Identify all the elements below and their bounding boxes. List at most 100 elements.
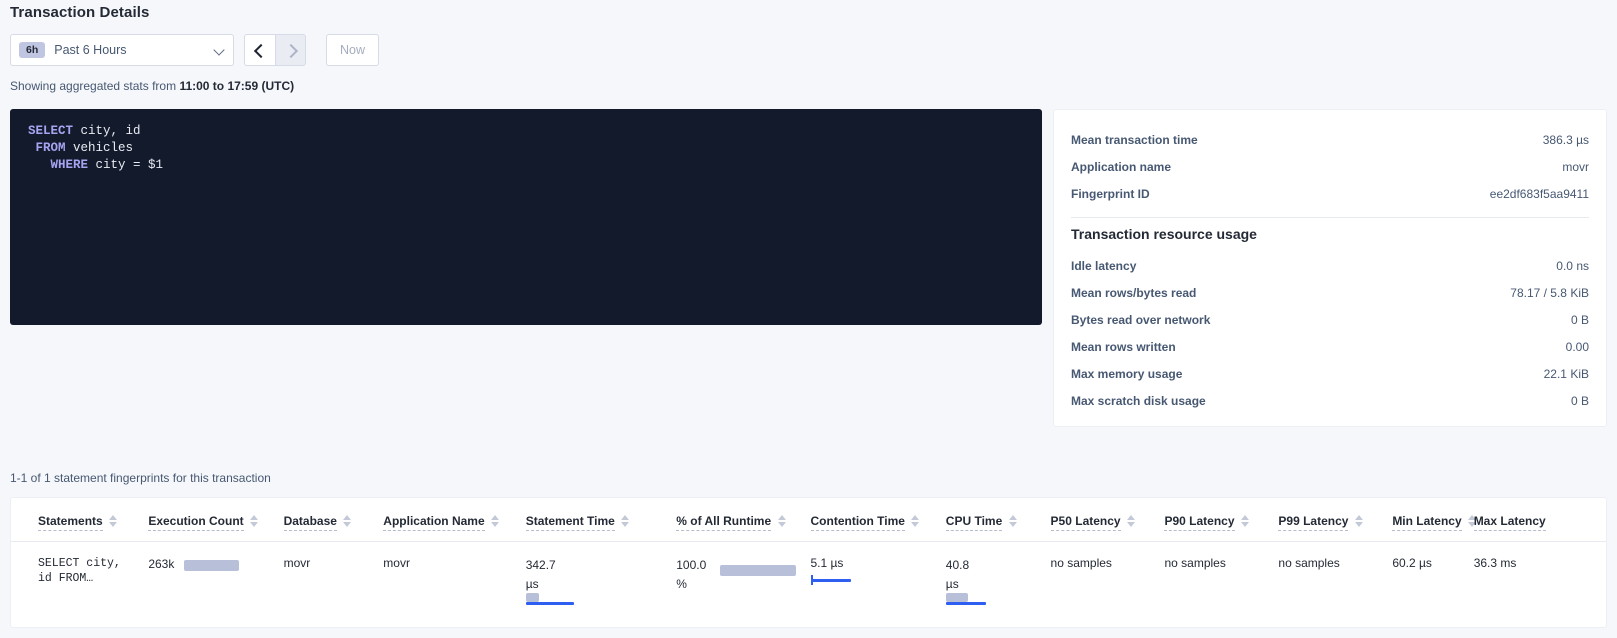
column-header-statement-time[interactable]: Statement Time — [525, 498, 677, 542]
sql-line-1-rest: city, id — [73, 124, 141, 138]
cell-p50-latency: no samples — [1050, 556, 1112, 570]
resource-usage-heading: Transaction resource usage — [1071, 226, 1257, 242]
column-label: Contention Time — [810, 514, 905, 531]
column-header-pct-of-all-runtime[interactable]: % of All Runtime — [676, 498, 811, 542]
sort-icon[interactable] — [109, 515, 118, 527]
cell-p90-latency: no samples — [1164, 556, 1226, 570]
column-label: Statement Time — [525, 514, 615, 531]
statement-link[interactable]: SELECT city, id FROM… — [38, 557, 121, 585]
cell-max-latency: 36.3 ms — [1473, 556, 1517, 570]
stat-value: 0.0 ns — [1556, 258, 1589, 273]
sort-icon[interactable] — [1241, 515, 1250, 527]
column-label: Statements — [38, 514, 103, 531]
sort-icon[interactable] — [911, 515, 920, 527]
column-label: P99 Latency — [1278, 514, 1349, 531]
cell-contention-time: 5.1 µs — [810, 542, 946, 611]
cell-cpu-time: 40.8 µs — [945, 542, 1051, 611]
sql-line-2-rest: vehicles — [65, 141, 134, 155]
cell-min-latency: 60.2 µs — [1392, 556, 1432, 570]
column-header-execution-count[interactable]: Execution Count — [148, 498, 284, 542]
cell-execution-count: 263k — [148, 542, 283, 611]
page-title: Transaction Details — [10, 4, 150, 21]
column-header-application-name[interactable]: Application Name — [383, 498, 526, 542]
contention-time-value: 5.1 µs — [810, 556, 844, 570]
column-label: P50 Latency — [1050, 514, 1121, 531]
cpu-time-bar — [945, 602, 986, 605]
pct-of-all-runtime-bar — [720, 565, 797, 576]
cell-database: movr — [283, 556, 311, 570]
column-label: Database — [283, 514, 337, 531]
column-header-contention-time[interactable]: Contention Time — [810, 498, 946, 542]
stat-value: 78.17 / 5.8 KiB — [1510, 285, 1589, 300]
statements-table: Statements Execution Count Database — [11, 498, 1606, 610]
pct-of-all-runtime-value: 100.0 % — [676, 558, 707, 591]
previous-period-button[interactable] — [244, 34, 275, 66]
time-range-badge: 6h — [19, 41, 46, 59]
stat-label: Mean transaction time — [1071, 132, 1198, 147]
sort-icon[interactable] — [621, 515, 630, 527]
primary-stats-list: Mean transaction time 386.3 µs Applicati… — [1071, 126, 1589, 207]
column-header-database[interactable]: Database — [283, 498, 384, 542]
sql-keyword-from: FROM — [35, 141, 66, 155]
stat-value: 386.3 µs — [1542, 132, 1589, 147]
sql-line-3-rest: city = $1 — [88, 158, 164, 172]
stat-row: Max scratch disk usage 0 B — [1071, 387, 1589, 414]
column-header-p50-latency[interactable]: P50 Latency — [1050, 498, 1165, 542]
table-header-row: Statements Execution Count Database — [11, 498, 1606, 542]
sort-icon[interactable] — [343, 515, 352, 527]
stat-label: Mean rows/bytes read — [1071, 285, 1197, 300]
stats-divider — [1071, 217, 1589, 218]
now-button[interactable]: Now — [326, 34, 380, 66]
chevron-left-icon — [256, 46, 265, 55]
cpu-time-value: 40.8 µs — [945, 558, 970, 591]
cell-application-name: movr — [383, 556, 410, 570]
column-label: Application Name — [383, 514, 485, 531]
column-header-max-latency[interactable]: Max Latency — [1473, 498, 1606, 542]
stat-value: movr — [1562, 159, 1589, 174]
sort-icon[interactable] — [1354, 515, 1363, 527]
cell-statement[interactable]: SELECT city, id FROM… — [11, 542, 148, 611]
column-header-statements[interactable]: Statements — [11, 498, 149, 542]
statements-table-card: Statements Execution Count Database — [10, 497, 1607, 628]
aggregation-range-text: Showing aggregated stats from 11:00 to 1… — [10, 79, 294, 93]
stat-row: Idle latency 0.0 ns — [1071, 252, 1589, 279]
stat-value: ee2df683f5aa9411 — [1489, 186, 1589, 201]
column-label: % of All Runtime — [676, 514, 772, 531]
transaction-stats-card: Mean transaction time 386.3 µs Applicati… — [1053, 109, 1607, 427]
column-header-cpu-time[interactable]: CPU Time — [945, 498, 1051, 542]
aggregation-range-prefix: Showing aggregated stats from — [10, 79, 180, 93]
time-nav-group — [244, 34, 306, 66]
cell-pct-of-all-runtime: 100.0 % — [676, 542, 810, 611]
sort-icon[interactable] — [1468, 515, 1477, 527]
sort-icon[interactable] — [1127, 515, 1136, 527]
statement-time-value: 342.7 µs — [525, 558, 556, 591]
chevron-right-icon — [286, 46, 295, 55]
sort-icon[interactable] — [250, 515, 259, 527]
sort-icon[interactable] — [1008, 515, 1017, 527]
column-label: P90 Latency — [1164, 514, 1235, 531]
column-header-min-latency[interactable]: Min Latency — [1392, 498, 1477, 542]
stat-row: Mean rows/bytes read 78.17 / 5.8 KiB — [1071, 279, 1589, 306]
time-range-select[interactable]: 6h Past 6 Hours — [10, 34, 234, 66]
stat-label: Max memory usage — [1071, 366, 1183, 381]
stat-value: 0 B — [1570, 312, 1589, 327]
stat-row: Mean transaction time 386.3 µs — [1071, 126, 1589, 153]
column-header-p99-latency[interactable]: P99 Latency — [1278, 498, 1393, 542]
table-caption: 1-1 of 1 statement fingerprints for this… — [10, 471, 271, 485]
sort-icon[interactable] — [491, 515, 500, 527]
stat-value: 0 B — [1570, 393, 1589, 408]
column-header-p90-latency[interactable]: P90 Latency — [1164, 498, 1279, 542]
execution-count-value: 263k — [148, 557, 175, 571]
sql-keyword-where: WHERE — [50, 158, 89, 172]
cell-statement-time: 342.7 µs — [525, 542, 677, 611]
sql-keyword-select: SELECT — [28, 124, 74, 138]
stat-label: Bytes read over network — [1071, 312, 1211, 327]
next-period-button[interactable] — [275, 34, 306, 66]
table-row[interactable]: SELECT city, id FROM… 263k movr movr 342… — [11, 542, 1606, 611]
chevron-down-icon — [215, 45, 225, 55]
column-label: Execution Count — [148, 514, 244, 531]
sort-icon[interactable] — [777, 515, 786, 527]
column-label: Min Latency — [1392, 514, 1462, 531]
stat-value: 22.1 KiB — [1543, 366, 1589, 381]
